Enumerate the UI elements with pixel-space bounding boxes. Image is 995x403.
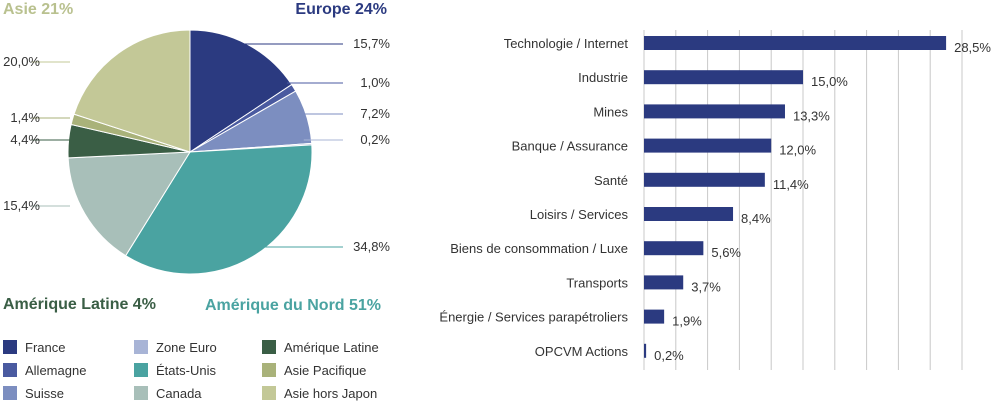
legend-label: Zone Euro: [156, 340, 217, 355]
legend-label: Asie Pacifique: [284, 363, 367, 378]
legend-swatch: [3, 386, 17, 400]
legend-swatch: [3, 340, 17, 354]
legend-item-amerique-latine: Amérique Latine: [262, 340, 379, 356]
bar-value-label: 3,7%: [691, 279, 721, 294]
legend-item-etats-unis: États-Unis: [134, 363, 216, 379]
legend-item-france: France: [3, 340, 65, 356]
pie-value-label: 34,8%: [353, 239, 390, 254]
region-label-amerique-du-nord: Amérique du Nord 51%: [205, 297, 382, 314]
category-label: Santé: [594, 173, 628, 188]
category-label: Technologie / Internet: [504, 36, 629, 51]
legend-swatch: [262, 340, 276, 354]
bar: [644, 172, 765, 187]
bar-value-label: 11,4%: [773, 177, 809, 192]
legend-label: Amérique Latine: [284, 340, 379, 355]
legend-label: France: [25, 340, 66, 355]
bar: [644, 36, 947, 50]
legend-label: Suisse: [25, 386, 65, 401]
category-label: OPCVM Actions: [535, 344, 629, 359]
bar: [644, 309, 665, 324]
legend-label: Asie hors Japon: [284, 386, 378, 401]
legend-item-suisse: Suisse: [3, 386, 64, 402]
category-label: Mines: [593, 104, 628, 119]
bar: [644, 138, 772, 153]
legend-item-asie-hors-japon: Asie hors Japon: [262, 386, 377, 402]
legend-item-asie-pacifique: Asie Pacifique: [262, 363, 366, 379]
category-label: Biens de consommation / Luxe: [450, 241, 628, 256]
legend-item-canada: Canada: [134, 386, 202, 402]
legend-swatch: [262, 363, 276, 377]
legend-label: Canada: [156, 386, 202, 401]
pie-value-label: 15,4%: [3, 198, 40, 213]
category-label: Banque / Assurance: [512, 139, 628, 154]
category-label: Industrie: [578, 70, 628, 85]
bar-value-label: 12,0%: [779, 143, 816, 158]
bar-value-label: 28,5%: [954, 40, 991, 55]
bar: [644, 343, 647, 358]
bar-value-label: 13,3%: [793, 108, 830, 123]
legend-label: Allemagne: [25, 363, 87, 378]
pie-legend: France Allemagne Suisse Zone Euro États-…: [0, 338, 400, 402]
category-label: Transports: [566, 275, 628, 290]
legend-label: États-Unis: [156, 363, 216, 378]
pie-slice: [73, 29, 191, 153]
legend-swatch: [134, 386, 148, 400]
pie-value-label: 1,0%: [360, 75, 390, 90]
pie-chart: 15,7% 1,0% 7,2% 0,2% 34,8% 15,4% 4,4% 1,4% 20,0%: [3, 29, 390, 275]
bar: [644, 207, 734, 221]
bar: [644, 241, 704, 256]
legend-swatch: [134, 340, 148, 354]
category-label: Loisirs / Services: [530, 207, 629, 222]
region-label-amerique-latine: Amérique Latine 4%: [3, 296, 156, 313]
bar: [644, 70, 803, 85]
pie-value-label: 0,2%: [360, 132, 390, 147]
pie-value-label: 7,2%: [360, 106, 390, 121]
bar-value-label: 8,4%: [741, 211, 771, 226]
bar-value-label: 15,0%: [811, 74, 848, 89]
bar: [644, 104, 785, 119]
pie-slice: [124, 144, 313, 275]
legend-swatch: [3, 363, 17, 377]
pie-value-label: 4,4%: [10, 132, 40, 147]
region-label-asie: Asie 21%: [3, 1, 74, 18]
category-label: Énergie / Services parapétroliers: [439, 310, 628, 325]
bar-value-label: 1,9%: [672, 314, 702, 329]
legend-item-zone-euro: Zone Euro: [134, 340, 217, 356]
pie-value-label: 20,0%: [3, 54, 40, 69]
pie-slice: [67, 151, 191, 257]
legend-swatch: [262, 386, 276, 400]
bar-value-label: 0,2%: [654, 348, 684, 363]
pie-slice: [189, 29, 293, 153]
legend-item-allemagne: Allemagne: [3, 363, 86, 379]
bar: [644, 275, 684, 290]
pie-value-label: 1,4%: [10, 110, 40, 125]
region-label-europe: Europe 24%: [295, 1, 387, 18]
pie-value-label: 15,7%: [353, 36, 390, 51]
bar-value-label: 5,6%: [711, 245, 741, 260]
legend-swatch: [134, 363, 148, 377]
